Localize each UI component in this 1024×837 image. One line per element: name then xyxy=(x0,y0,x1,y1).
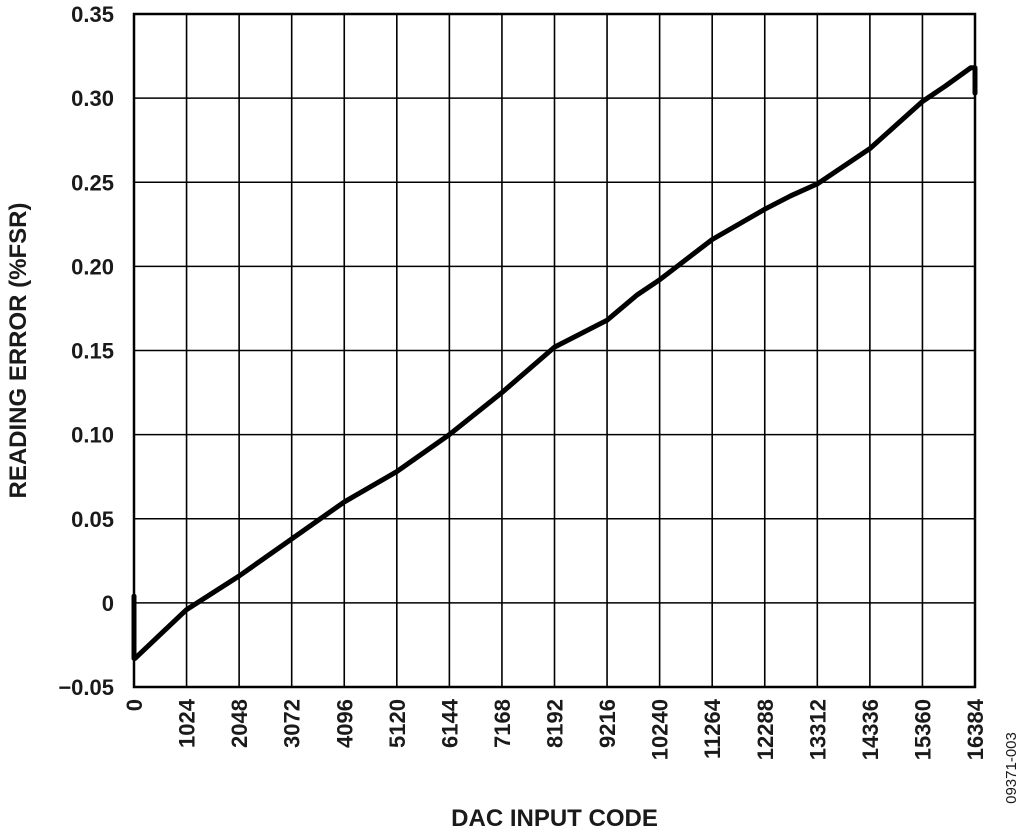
x-tick-label: 16384 xyxy=(963,698,988,760)
y-tick-label: 0.35 xyxy=(71,2,114,27)
plot-frame xyxy=(132,12,977,689)
x-tick-label: 12288 xyxy=(753,699,778,760)
figure-id: 09371-003 xyxy=(1003,732,1020,804)
x-tick-label: 4096 xyxy=(332,699,357,748)
y-tick-label: 0.05 xyxy=(71,507,114,532)
x-tick-label: 1024 xyxy=(175,698,200,748)
series-line xyxy=(131,65,978,661)
x-tick-label: 13312 xyxy=(805,699,830,760)
y-axis-title: READING ERROR (%FSR) xyxy=(5,202,32,498)
x-tick-label: 6144 xyxy=(437,698,462,748)
y-tick-label: −0.05 xyxy=(58,675,114,700)
x-axis-title: DAC INPUT CODE xyxy=(451,805,658,832)
x-tick-label: 0 xyxy=(122,699,147,711)
x-tick-label: 7168 xyxy=(490,699,515,748)
y-tick-label: 0.30 xyxy=(71,86,114,111)
x-tick-label: 3072 xyxy=(280,699,305,748)
x-tick-label: 15360 xyxy=(910,699,935,760)
series-layer xyxy=(131,65,978,661)
y-tick-labels: −0.05 0 0.05 0.10 0.15 0.20 0.25 0.30 0.35 xyxy=(58,2,114,700)
y-tick-label: 0 xyxy=(102,591,114,616)
grid xyxy=(134,14,975,687)
x-tick-label: 10240 xyxy=(648,699,673,760)
x-tick-label: 14336 xyxy=(858,699,883,760)
x-tick-label: 8192 xyxy=(543,699,568,748)
y-tick-label: 0.20 xyxy=(71,254,114,279)
x-tick-labels: 0 1024 2048 3072 4096 5120 6144 7168 8192 9216 102… xyxy=(122,698,988,760)
y-tick-label: 0.15 xyxy=(71,339,114,364)
x-tick-label: 2048 xyxy=(227,699,252,748)
x-tick-label: 5120 xyxy=(385,699,410,748)
y-tick-label: 0.25 xyxy=(71,170,114,195)
x-tick-label: 9216 xyxy=(595,699,620,748)
x-tick-label: 11264 xyxy=(700,698,725,759)
y-tick-label: 0.10 xyxy=(71,423,114,448)
